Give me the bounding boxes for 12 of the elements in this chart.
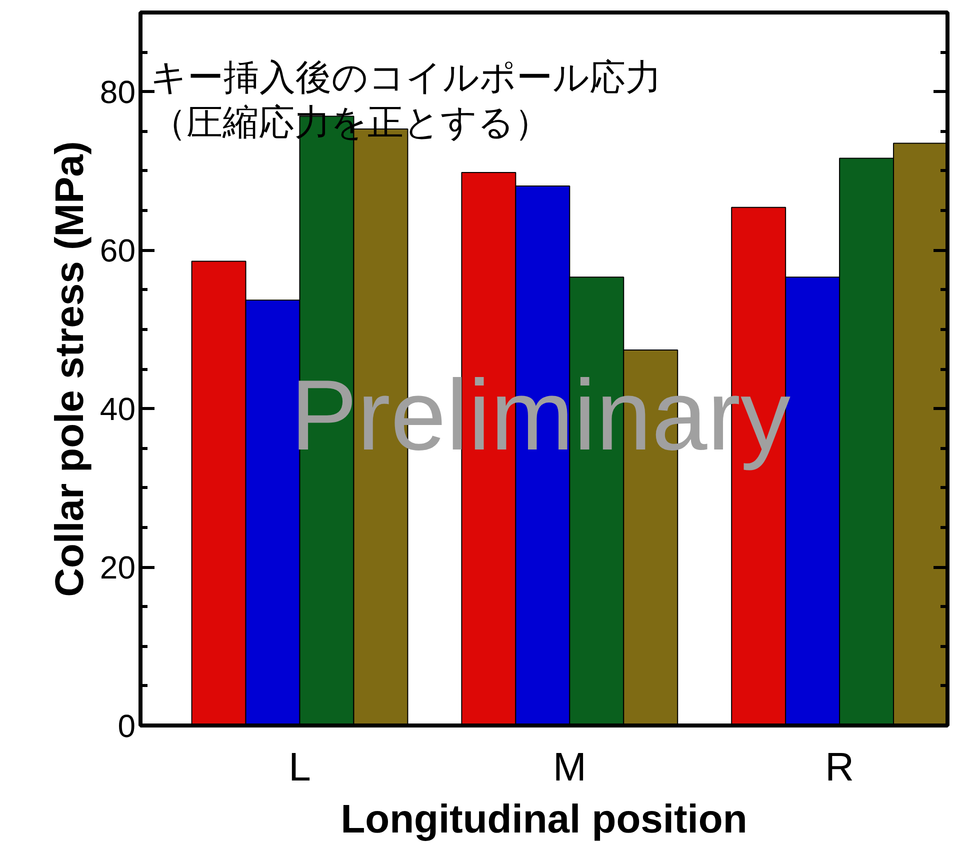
y-tick-label: 0 xyxy=(118,708,136,744)
text: キー挿入後のコイルポール応力 xyxy=(150,58,662,98)
x-axis-title: Longitudinal position xyxy=(340,798,748,842)
annotation: Preliminary xyxy=(290,360,791,472)
x-tick-label: L xyxy=(288,746,311,790)
y-tick-label: 20 xyxy=(100,550,136,586)
x-tick-label: M xyxy=(552,746,586,790)
y-tick-label: 40 xyxy=(100,391,136,428)
y-tick-label: 80 xyxy=(100,74,136,110)
y-tick-label: 60 xyxy=(100,232,136,269)
y-axis-title: Collar pole stress (MPa) xyxy=(48,141,92,597)
x-tick-label: R xyxy=(825,746,854,790)
